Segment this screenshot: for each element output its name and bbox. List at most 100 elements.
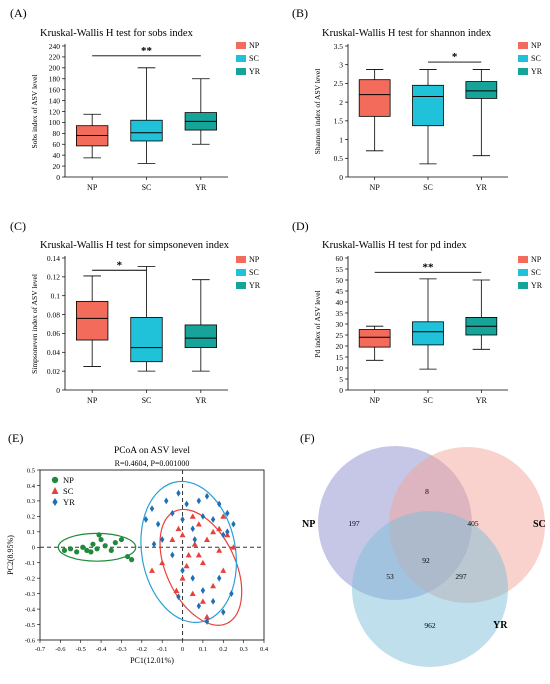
boxplot-panel-a: (A) Kruskal-Wallis H test for sobs index 0…: [10, 6, 261, 192]
point-np: [112, 540, 118, 546]
box-sc: [130, 67, 163, 164]
y-tick-label: 2: [339, 98, 343, 107]
point-sc: [216, 547, 223, 553]
box-iqr: [184, 324, 217, 348]
y-tick-label: 50: [336, 276, 344, 285]
y-tick-label: 0.5: [334, 154, 344, 163]
confidence-ellipse-sc: [159, 508, 243, 626]
legend-marker-sc: [51, 487, 59, 494]
y-tick-label: 0.2: [27, 514, 35, 521]
y-tick-label: 100: [49, 118, 61, 127]
point-yr: [184, 500, 189, 508]
point-np: [124, 553, 131, 560]
x-tick-label: -0.4: [96, 646, 107, 653]
venn-count-np-only: 197: [348, 519, 360, 528]
y-tick-label: 120: [49, 107, 61, 116]
y-tick-label: 180: [49, 75, 61, 84]
legend-label: YR: [249, 281, 261, 290]
legend-swatch-np: [236, 42, 246, 49]
legend-label: SC: [531, 268, 541, 277]
point-sc: [216, 525, 223, 532]
y-tick-label: 20: [336, 342, 344, 351]
y-tick-label: 0: [339, 173, 343, 182]
panel-label: (D): [292, 219, 309, 233]
legend-swatch-yr: [236, 68, 246, 75]
y-tick-label: 0: [339, 386, 343, 395]
y-tick-label: 60: [53, 140, 61, 149]
legend-swatch-yr: [518, 68, 528, 75]
point-sc: [179, 575, 186, 581]
point-np: [61, 547, 68, 553]
y-axis-label: Simpsoneven index of ASV level: [30, 274, 39, 374]
venn-count-sc-yr: 297: [455, 572, 467, 581]
point-sc: [185, 552, 192, 558]
y-tick-label: 5: [339, 375, 343, 384]
box-iqr: [465, 81, 498, 99]
venn-set-label-sc: SC: [533, 519, 546, 530]
y-tick-label: 20: [53, 162, 61, 171]
point-sc: [210, 582, 217, 589]
x-tick-label: YR: [476, 396, 488, 405]
point-np: [98, 536, 104, 543]
box-iqr: [76, 300, 109, 341]
box-sc: [412, 278, 444, 370]
legend-label: SC: [249, 268, 259, 277]
x-tick-label: -0.1: [157, 646, 167, 653]
y-tick-label: -0.1: [25, 560, 35, 567]
panel-label: (E): [8, 431, 23, 445]
venn-set-label-yr: YR: [493, 620, 508, 631]
y-tick-label: -0.2: [25, 575, 35, 582]
point-sc: [159, 559, 166, 566]
y-tick-label: 55: [336, 265, 344, 274]
legend-label: NP: [63, 475, 74, 485]
x-tick-label: SC: [142, 183, 152, 192]
legend-label: YR: [249, 67, 261, 76]
point-yr: [159, 536, 165, 543]
y-tick-label: 240: [49, 42, 61, 51]
boxplot-panel-c: (C) Kruskal-Wallis H test for simpsoneven…: [10, 219, 261, 405]
box-np: [76, 113, 109, 159]
y-tick-label: 0.3: [27, 498, 35, 505]
point-yr: [196, 497, 202, 505]
series-yr: [143, 489, 236, 625]
y-tick-label: 0.12: [47, 273, 60, 282]
point-yr: [192, 536, 197, 543]
chart-subtitle: R=0.4604, P=0.001000: [115, 459, 190, 468]
legend-label: YR: [531, 281, 543, 290]
boxplot-panel-b: (B) Kruskal-Wallis H test for shannon ind…: [292, 6, 543, 192]
venn-count-sc-only: 405: [467, 519, 479, 528]
y-tick-label: 2.5: [334, 79, 344, 88]
point-yr: [164, 497, 169, 505]
point-yr: [176, 489, 181, 497]
x-tick-label: -0.7: [35, 646, 46, 653]
point-np: [118, 536, 125, 543]
x-tick-label: 0: [181, 646, 184, 653]
box-iqr: [412, 321, 444, 346]
point-yr: [225, 509, 230, 517]
venn-count-np-yr: 53: [386, 572, 394, 581]
y-axis-label: Pd index of ASV level: [313, 290, 322, 357]
chart-title: Kruskal-Wallis H test for shannon index: [322, 28, 492, 39]
legend-label: YR: [63, 497, 75, 507]
point-yr: [180, 516, 185, 523]
venn-count-np-sc: 8: [425, 487, 429, 496]
y-tick-label: 40: [53, 151, 61, 160]
x-tick-label: YR: [476, 183, 488, 192]
confidence-ellipse-yr: [140, 480, 238, 623]
legend-label: SC: [531, 54, 541, 63]
x-tick-label: 0.2: [219, 646, 227, 653]
x-tick-label: 0.3: [240, 646, 248, 653]
point-sc: [183, 562, 190, 569]
point-yr: [155, 520, 161, 528]
point-yr: [210, 597, 216, 605]
x-axis-label: PC1(12.01%): [130, 656, 174, 665]
point-sc: [199, 559, 206, 566]
legend-swatch-sc: [236, 55, 246, 62]
plot-frame: [39, 469, 265, 641]
y-tick-label: 160: [49, 85, 61, 94]
legend-swatch-sc: [518, 55, 528, 62]
point-np: [84, 547, 90, 553]
y-tick-label: 0.14: [47, 254, 60, 263]
point-yr: [210, 516, 216, 523]
